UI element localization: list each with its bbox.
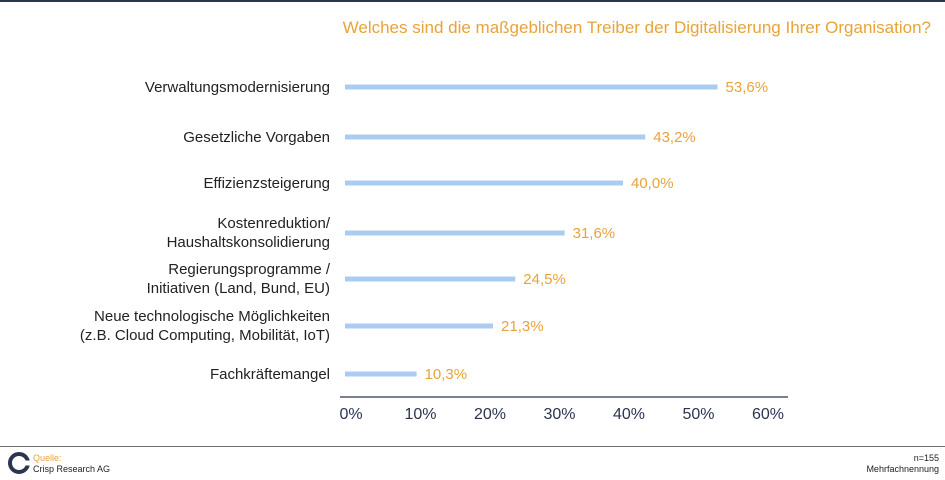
x-tick-label-6: 60% (752, 406, 784, 423)
bar-2 (345, 180, 623, 186)
category-label-2: Effizienzsteigerung (204, 175, 330, 192)
value-label-1: 43,2% (653, 129, 696, 146)
source-label: Quelle: (33, 453, 62, 463)
value-label-0: 53,6% (726, 79, 769, 96)
bar-chart: 53,6% Verwaltungsmodernisierung 43,2% Geset… (80, 79, 788, 423)
crisp-logo-icon (8, 452, 30, 474)
value-label-6: 10,3% (425, 366, 468, 383)
category-label-4-line-1: Initiativen (Land, Bund, EU) (147, 280, 330, 297)
category-label-1: Gesetzliche Vorgaben (183, 129, 330, 146)
category-label-6: Fachkräftemangel (210, 366, 330, 383)
x-tick-label-5: 50% (682, 406, 714, 423)
footer-divider (0, 446, 945, 447)
category-label-5-line-0: Neue technologische Möglichkeiten (94, 308, 330, 325)
sample-info: n=155 Mehrfachnennung (866, 453, 939, 475)
x-tick-label-3: 30% (543, 406, 575, 423)
x-tick-label-0: 0% (339, 406, 362, 423)
value-label-3: 31,6% (573, 225, 616, 242)
category-label-3-line-0: Kostenreduktion/ (217, 215, 330, 232)
multiple-answers-note: Mehrfachnennung (866, 464, 939, 474)
bar-3 (345, 230, 565, 236)
bar-4 (345, 276, 516, 282)
x-tick-label-4: 40% (613, 406, 645, 423)
category-label-3-line-1: Haushaltskonsolidierung (167, 234, 330, 251)
category-label-5-line-1: (z.B. Cloud Computing, Mobilität, IoT) (80, 327, 330, 344)
source-block: Quelle: Crisp Research AG (33, 453, 110, 475)
value-label-4: 24,5% (523, 271, 566, 288)
x-tick-label-1: 10% (404, 406, 436, 423)
category-label-0: Verwaltungsmodernisierung (145, 79, 330, 96)
x-tick-label-2: 20% (474, 406, 506, 423)
category-label-4-line-0: Regierungsprogramme / (168, 261, 331, 278)
sample-size: n=155 (913, 453, 939, 463)
chart-title: Welches sind die maßgeblichen Treiber de… (342, 18, 931, 37)
value-label-5: 21,3% (501, 318, 544, 335)
bar-1 (345, 134, 646, 140)
source-name: Crisp Research AG (33, 464, 111, 474)
top-rule (0, 0, 945, 2)
bar-5 (345, 323, 494, 329)
value-label-2: 40,0% (631, 175, 674, 192)
bar-6 (345, 371, 417, 377)
bar-0 (345, 84, 718, 90)
